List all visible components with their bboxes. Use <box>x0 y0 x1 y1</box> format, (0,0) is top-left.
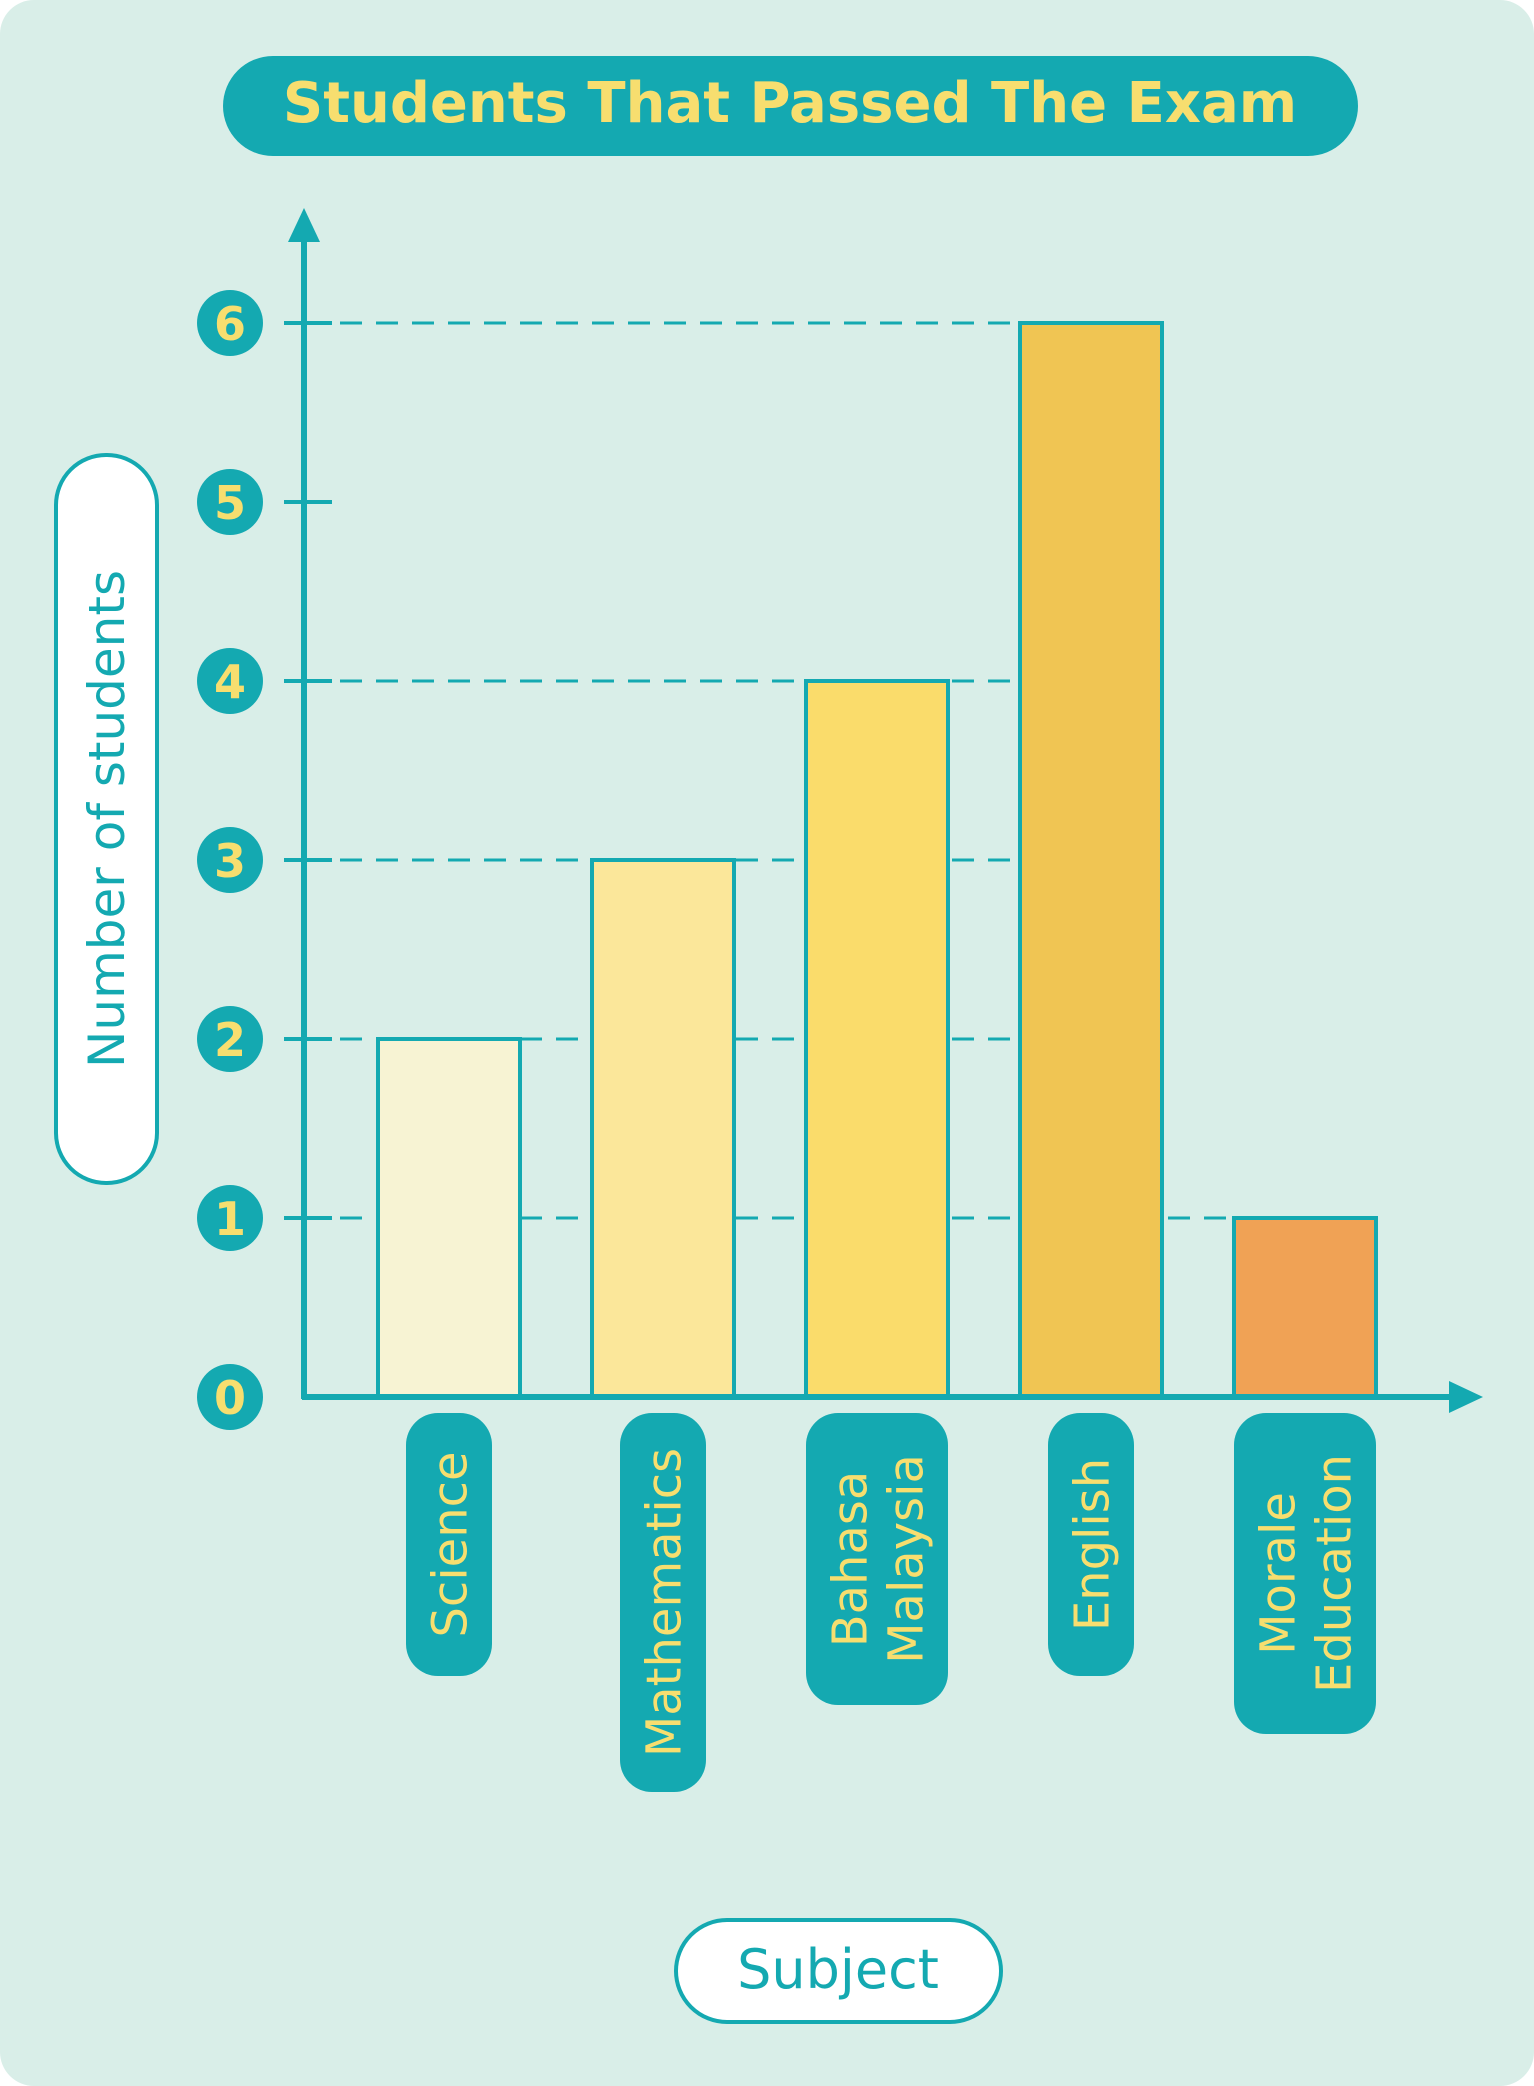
y-tick-label: 3 <box>214 834 246 888</box>
x-axis-arrowhead <box>1449 1381 1483 1413</box>
y-tick-badge <box>197 1006 263 1072</box>
y-axis-label-pill: Number of students <box>54 453 159 1185</box>
x-category-labels: Science Mathematics Bahasa Malaysia English M… <box>406 1413 1376 1792</box>
chart-title-pill: Students That Passed The Exam <box>223 56 1358 156</box>
x-tick-label: English <box>1064 1458 1120 1631</box>
y-tick-label: 0 <box>214 1371 246 1425</box>
chart-title: Students That Passed The Exam <box>283 71 1297 136</box>
x-category-background <box>1234 1413 1376 1734</box>
bar-bahasa-malaysia <box>804 679 950 1399</box>
x-tick-label: Education <box>1306 1454 1362 1693</box>
x-category-pill: Science <box>406 1413 492 1676</box>
x-axis-label-background <box>674 1918 1003 2024</box>
x-category-pill: Morale Education <box>1234 1413 1376 1734</box>
y-tick-label: 4 <box>214 655 246 709</box>
x-category-background <box>620 1413 706 1792</box>
y-tick-label: 5 <box>214 476 246 530</box>
axes <box>288 208 1483 1413</box>
y-tick-badge <box>197 827 263 893</box>
x-axis-label: Subject <box>737 1938 939 2001</box>
title-background <box>223 56 1358 156</box>
y-tick-label: 1 <box>214 1192 246 1246</box>
x-tick-label: Science <box>422 1451 478 1637</box>
y-tick-badge <box>197 1185 263 1251</box>
x-category-background <box>1048 1413 1134 1676</box>
y-tick-badge <box>197 290 263 356</box>
x-category-pill: Mathematics <box>620 1413 706 1792</box>
y-tick-badge <box>197 469 263 535</box>
y-axis-arrowhead <box>288 208 320 242</box>
x-tick-label: Malaysia <box>878 1454 934 1664</box>
x-axis-label-pill: Subject <box>674 1918 1003 2024</box>
bar-morale-education <box>1232 1216 1378 1399</box>
y-ticks: 0 1 2 3 4 5 6 <box>197 290 332 1430</box>
bar-english <box>1018 321 1164 1399</box>
x-category-background <box>806 1413 948 1705</box>
bar-mathematics <box>590 858 736 1399</box>
y-tick-badge <box>197 1364 263 1430</box>
bar-science <box>376 1037 522 1399</box>
bars <box>376 321 1378 1399</box>
y-tick-badge <box>197 648 263 714</box>
x-category-pill: English <box>1048 1413 1134 1676</box>
x-category-pill: Bahasa Malaysia <box>806 1413 948 1705</box>
x-tick-label: Morale <box>1250 1492 1306 1655</box>
y-axis-label: Number of students <box>78 570 136 1068</box>
y-axis-label-background <box>54 453 159 1185</box>
x-tick-label: Mathematics <box>636 1448 692 1757</box>
x-category-background <box>406 1413 492 1676</box>
y-tick-label: 6 <box>214 297 246 351</box>
x-tick-label: Bahasa <box>822 1471 878 1648</box>
y-tick-label: 2 <box>214 1013 246 1067</box>
